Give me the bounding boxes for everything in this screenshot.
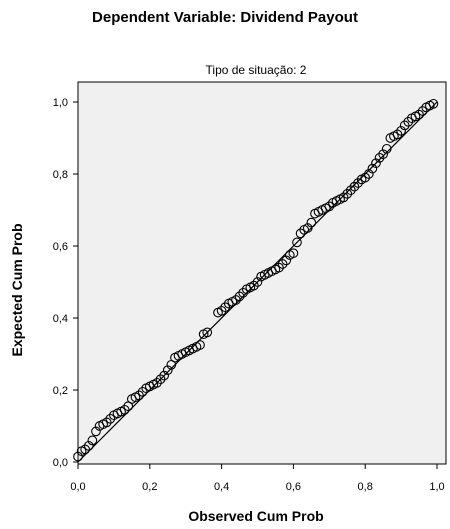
y-tick-label: 0,8 [53,169,68,181]
y-tick-label: 0,6 [53,241,68,253]
data-point [277,259,288,269]
x-tick-label: 0,0 [70,481,85,493]
axis-ticks: 0,0 0,2 0,4 0,6 0,8 1,0 0,0 0,2 0,4 0,6 0,8 1,0 [53,97,445,493]
data-point [324,201,335,212]
data-point [295,228,306,239]
data-point [399,120,410,131]
data-point [216,305,227,316]
data-point [155,374,166,385]
data-point [249,280,259,291]
data-point [152,377,162,388]
data-point [360,172,371,183]
data-point [353,178,363,188]
data-point [87,435,98,446]
y-axis-label: Expected Cum Prob [9,223,25,356]
data-point [220,302,231,313]
data-point [162,365,173,376]
data-point [101,417,112,428]
data-point [378,149,389,160]
data-point [73,451,83,462]
data-point [381,143,392,154]
data-point [195,340,205,350]
data-point [396,125,406,136]
data-point [238,287,248,298]
data-point [159,370,170,381]
data-point [252,277,263,287]
data-point [202,327,213,338]
chart-subtitle: Tipo de situação: 2 [206,63,307,77]
y-tick-label: 0,4 [53,313,68,325]
y-tick-label: 0,0 [53,457,68,469]
data-point [105,413,116,424]
x-tick-label: 0,6 [286,481,301,493]
x-tick-label: 1,0 [429,481,444,493]
data-point [414,109,424,120]
data-point [302,223,313,233]
data-point [83,440,94,451]
data-points [73,98,439,462]
data-point [417,106,428,116]
data-point [367,163,378,174]
data-point [306,217,317,228]
data-point [137,386,148,397]
x-tick-label: 0,2 [142,481,157,493]
data-point [392,129,403,140]
data-point [281,255,292,266]
x-axis-label: Observed Cum Prob [188,508,323,524]
data-point [234,291,245,302]
data-point [292,237,302,248]
y-tick-label: 1,0 [53,97,68,109]
data-point [91,426,101,437]
data-point [403,116,414,127]
data-point [231,295,241,305]
data-point [349,181,360,192]
chart-title: Dependent Variable: Dividend Payout [92,9,358,26]
x-tick-label: 0,4 [214,481,229,493]
y-tick-label: 0,2 [53,385,68,397]
data-point [134,390,144,401]
data-point [363,169,374,179]
data-point [374,152,385,163]
data-point [288,248,299,259]
data-point [338,192,349,203]
data-point [428,98,439,109]
data-point [80,444,91,455]
x-tick-label: 0,8 [358,481,373,493]
data-point [345,185,356,196]
data-point [119,404,130,415]
data-point [371,158,381,169]
data-point [274,262,284,273]
data-point [342,188,353,199]
